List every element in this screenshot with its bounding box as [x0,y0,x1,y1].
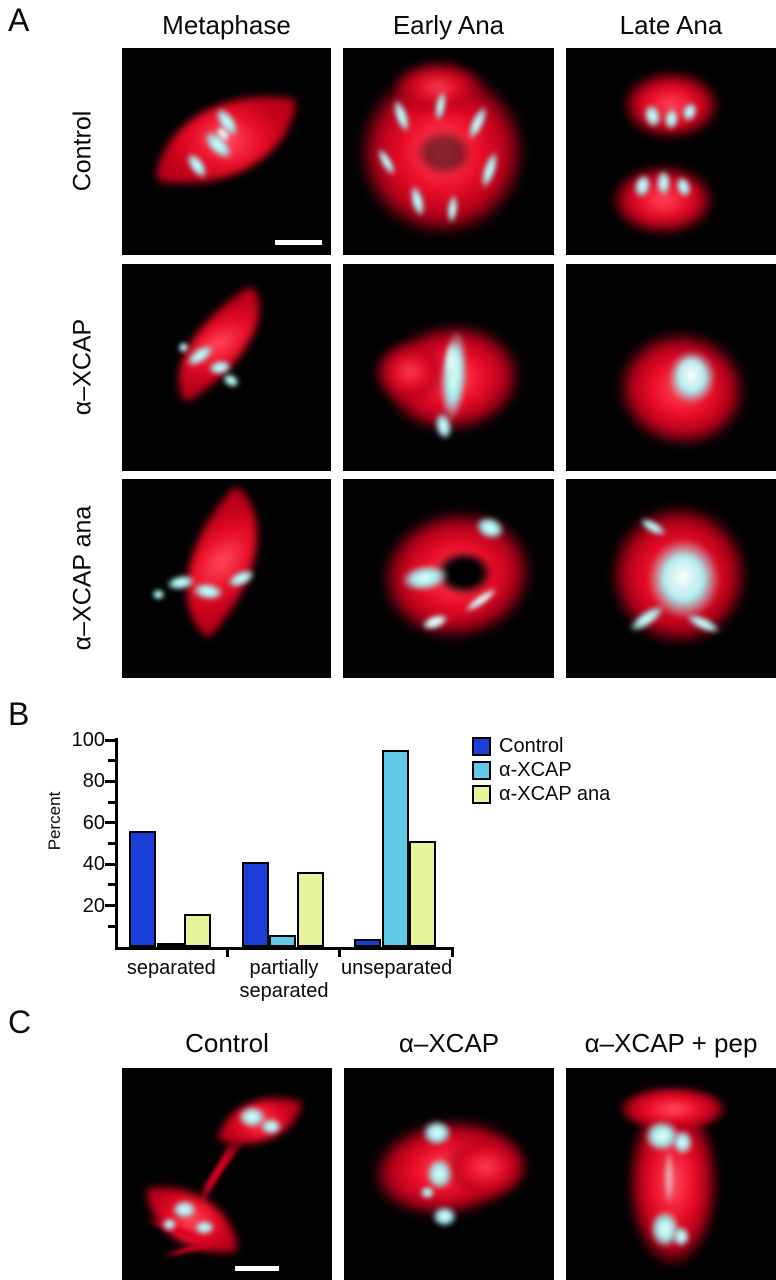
y-tick [108,759,115,763]
micrograph-c-axcap [344,1068,554,1280]
chart-legend: Control α-XCAP α-XCAP ana [472,736,610,808]
y-tick-label: 20 [82,894,105,917]
y-tick [108,800,115,804]
category-label: separated [126,957,216,979]
legend-label: α-XCAP [499,759,572,781]
col-header-c-control: Control [185,1028,269,1058]
micrograph-axcap-metaphase [122,264,331,471]
micrograph-axcap-ana-late-ana [566,479,776,678]
micrograph-control-late-ana [566,48,776,255]
micrograph-axcap-early-ana [343,264,554,471]
bar-α-XCAP ana [184,913,211,947]
micrograph-c-axcap-pep [566,1068,776,1280]
y-tick-label: 60 [82,811,105,834]
x-tick [338,947,342,957]
micrograph-control-metaphase [122,48,331,255]
legend-swatch [472,760,491,780]
bar-α-XCAP ana [409,841,437,947]
legend-label: α-XCAP ana [499,783,611,805]
y-tick-label: 100 [71,729,105,751]
micrograph-c-control [122,1068,332,1280]
panel-a-letter: A [8,2,30,38]
row-label-axcap-ana: α–XCAP ana [68,505,97,651]
panel-c-letter: C [8,1004,32,1040]
col-header-c-axcap: α–XCAP [398,1028,500,1058]
y-tick [108,924,115,928]
row-label-control: Control [68,110,97,192]
scale-bar [235,1266,279,1271]
y-tick [108,842,115,845]
y-tick [108,883,115,887]
legend-item: α-XCAP ana [472,784,610,804]
y-tick [105,821,115,825]
micrograph-axcap-late-ana [566,264,776,471]
bar-Control [241,862,269,947]
col-header-early-ana: Early Ana [392,10,505,40]
y-tick [105,738,115,742]
bar-Control [354,938,382,947]
category-label: partially separated [239,957,329,1002]
row-label-axcap: α–XCAP [68,318,97,416]
y-axis-line [115,738,118,949]
x-axis-line [115,947,453,950]
micrograph-axcap-ana-early-ana [343,479,554,678]
y-tick-label: 40 [82,853,105,876]
y-tick [105,862,115,866]
y-tick [105,904,115,908]
bar-α-XCAP [156,942,184,947]
category-label: unseparated [341,957,453,979]
col-header-metaphase: Metaphase [162,10,291,40]
col-header-c-axcap-pep: α–XCAP + pep [584,1028,758,1058]
y-tick-label: 80 [82,770,105,793]
legend-item: Control [472,736,610,756]
scale-bar [275,240,322,245]
micrograph-control-early-ana [343,48,554,255]
x-tick [451,947,454,957]
legend-item: α-XCAP [472,760,610,780]
col-header-late-ana: Late Ana [619,10,723,40]
bar-α-XCAP [381,750,409,947]
bar-Control [129,831,156,947]
panel-b-letter: B [8,696,30,732]
bar-α-XCAP ana [296,872,324,947]
x-tick [225,947,229,957]
bar-α-XCAP [269,934,297,947]
legend-label: Control [499,735,564,757]
bar-chart: Percent Control α-XCAP α-XCAP ana 20 40 60 80… [0,700,776,1002]
y-tick [105,779,115,783]
micrograph-axcap-ana-metaphase [122,479,331,678]
legend-swatch [472,784,491,804]
legend-swatch [472,736,491,756]
